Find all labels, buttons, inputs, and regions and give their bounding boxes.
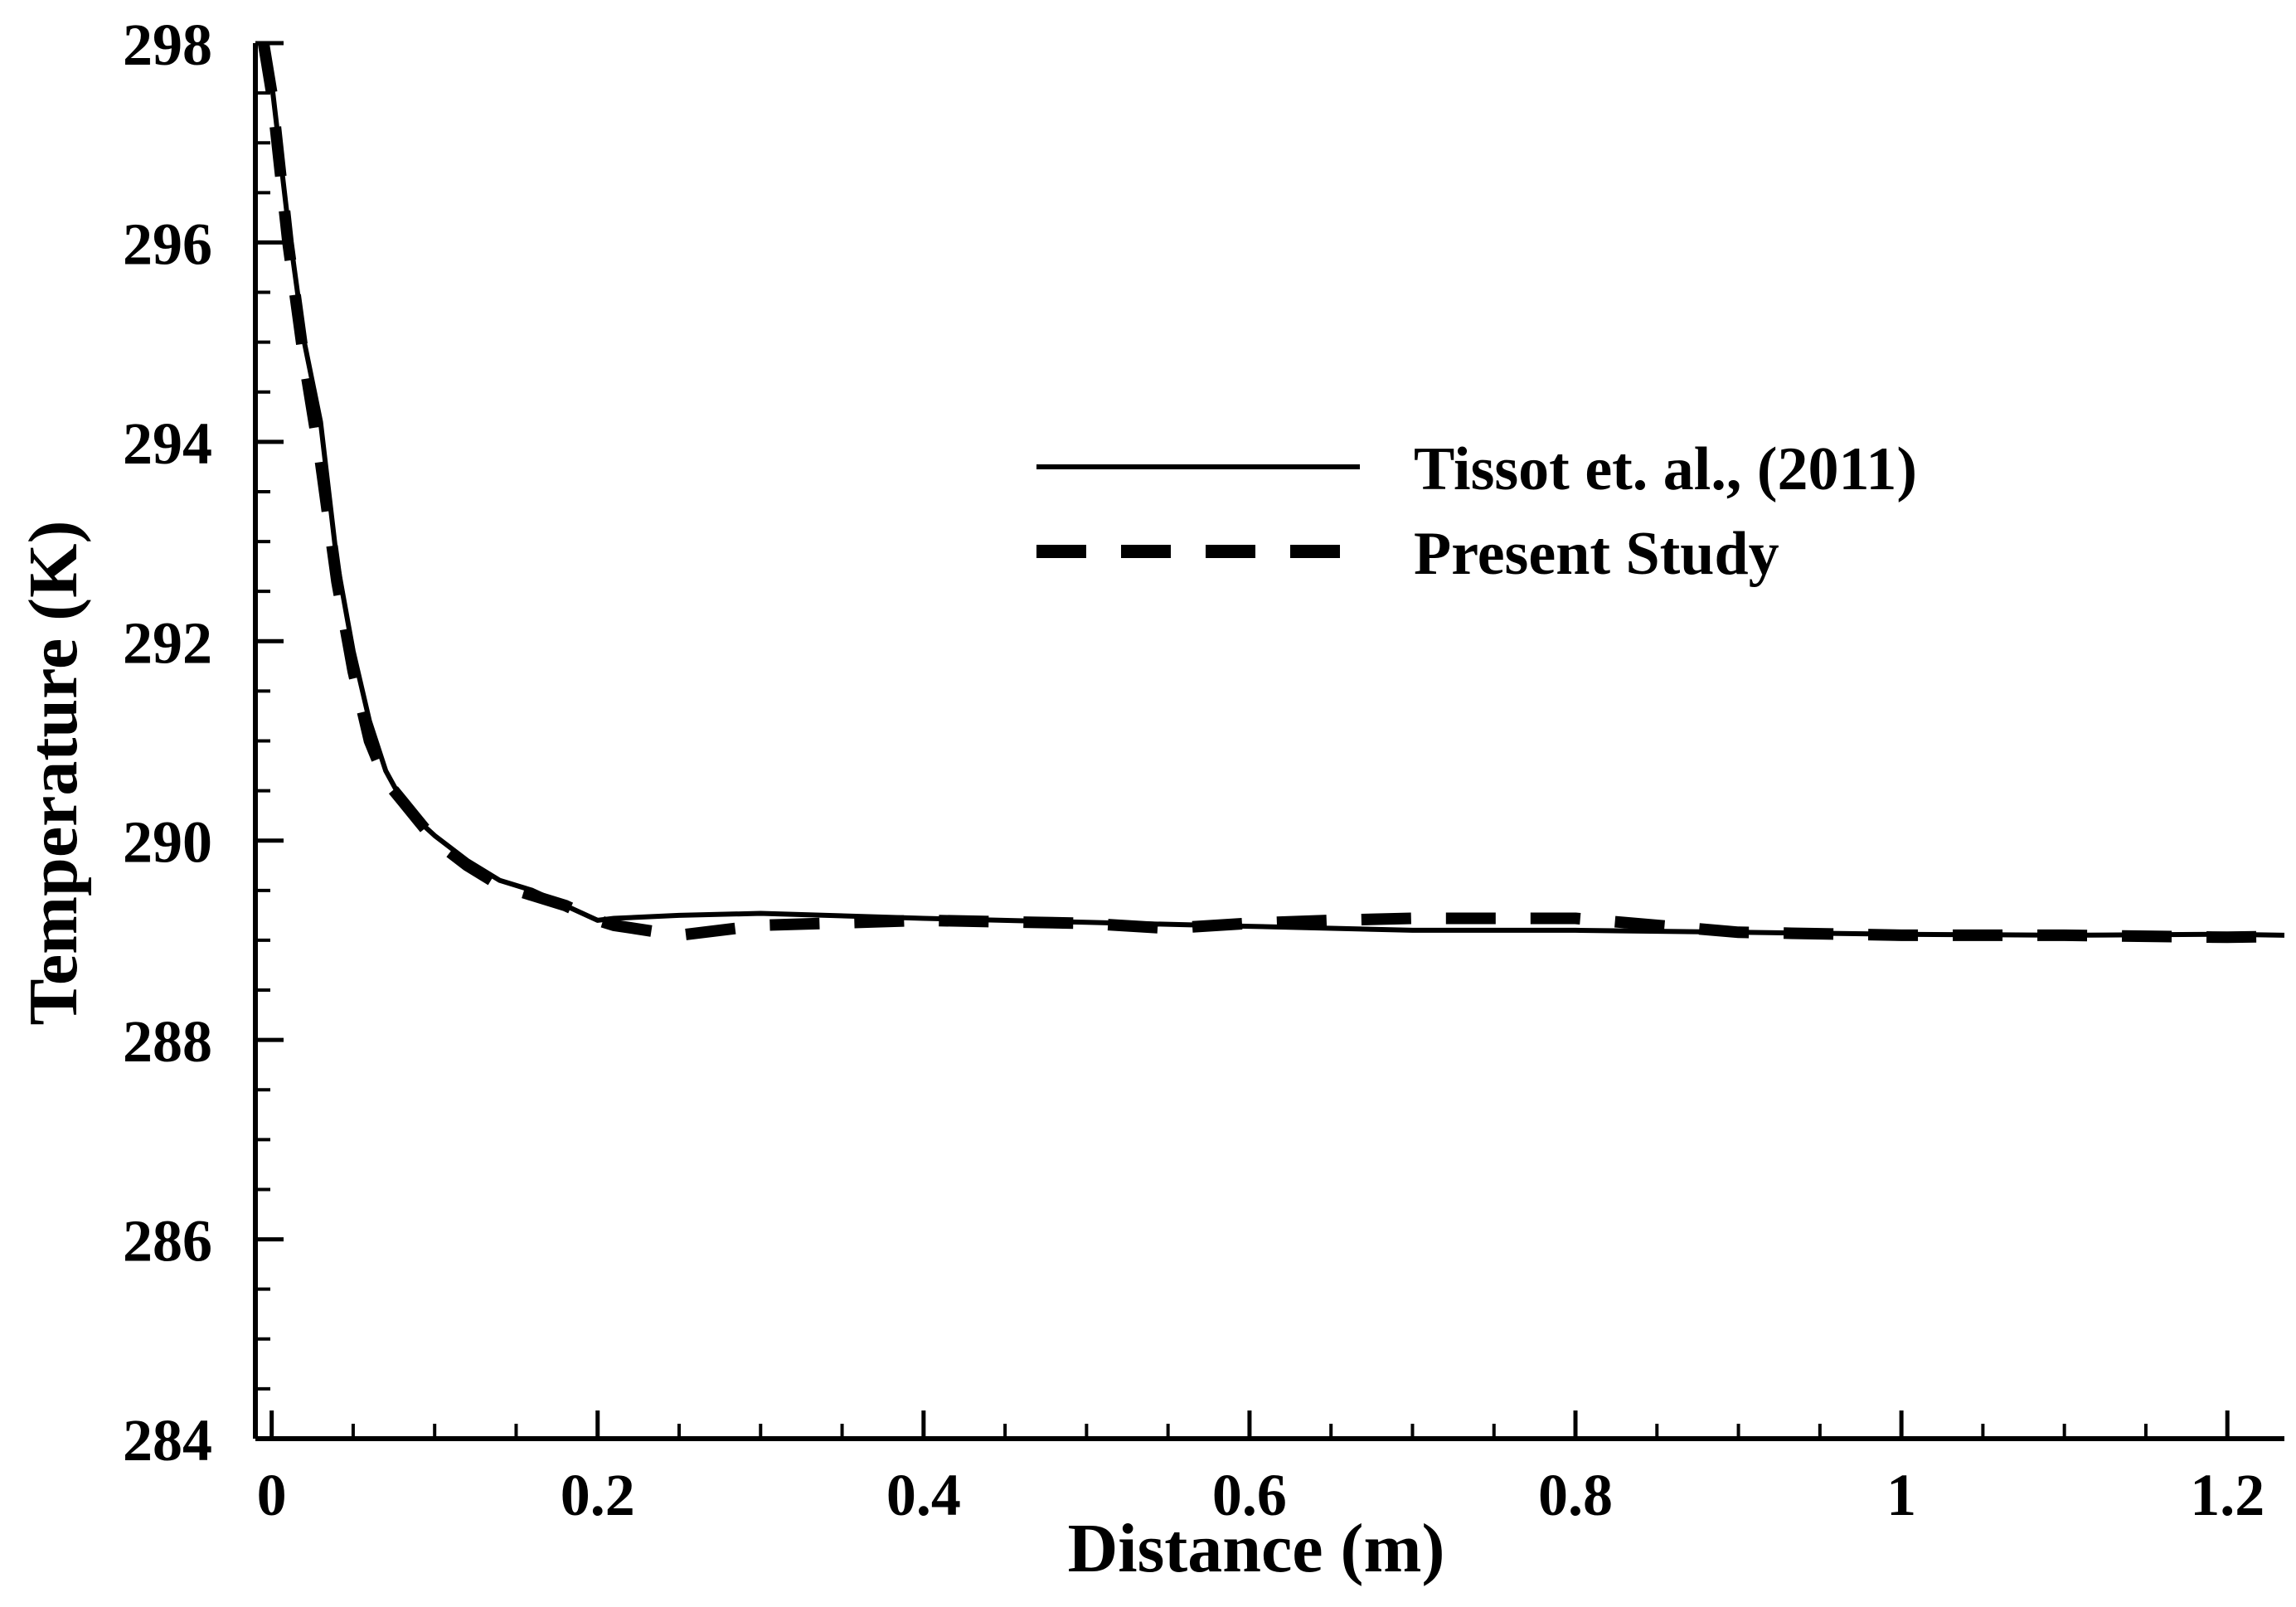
x-tick-label: 0.8	[1538, 1462, 1613, 1528]
y-tick-label: 284	[123, 1407, 212, 1473]
y-tick-label: 290	[123, 809, 212, 876]
x-tick-label: 0.6	[1212, 1462, 1287, 1528]
y-tick-label: 288	[123, 1008, 212, 1075]
y-tick-label: 292	[123, 609, 212, 676]
y-tick-label: 296	[123, 211, 212, 277]
x-tick-label: 1	[1886, 1462, 1916, 1528]
y-axis-title: Temperature (K)	[15, 521, 92, 1026]
x-tick-label: 0.2	[561, 1462, 635, 1528]
x-tick-labels: 0 0.2 0.4 0.6 0.8 1 1.2	[257, 1462, 2265, 1528]
y-tick-label: 298	[123, 12, 212, 78]
series-line-present-study	[257, 41, 2285, 944]
series-lines	[257, 41, 2285, 944]
series-line-tissot	[260, 42, 2285, 938]
tick-marks	[255, 41, 2230, 1441]
legend-label-tissot: Tissot et. al., (2011)	[1414, 435, 1917, 503]
x-tick-label: 0	[257, 1462, 287, 1528]
legend: Tissot et. al., (2011) Present Study	[1036, 435, 1917, 588]
x-axis-title: Distance (m)	[1068, 1510, 1445, 1587]
y-tick-label: 294	[123, 410, 212, 477]
x-tick-label: 1.2	[2190, 1462, 2264, 1528]
y-tick-labels: 284 286 288 290 292 294 296 298	[123, 12, 212, 1473]
y-tick-label: 286	[123, 1208, 212, 1274]
axes	[253, 43, 2284, 1441]
legend-label-present-study: Present Study	[1414, 520, 1779, 588]
x-tick-label: 0.4	[886, 1462, 961, 1528]
